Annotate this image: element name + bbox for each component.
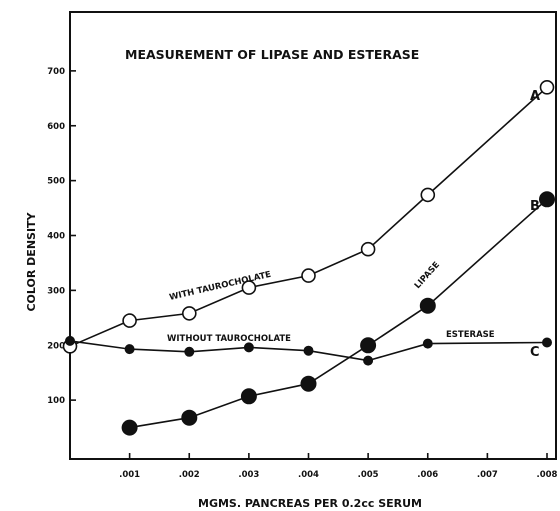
data-point-b	[539, 191, 555, 208]
data-point-b	[121, 419, 138, 436]
data-point-c	[363, 355, 374, 366]
data-point-b	[419, 297, 436, 314]
y-tick-label: 300	[47, 286, 65, 296]
series-line-c	[69, 340, 548, 362]
y-tick-label: 400	[47, 232, 65, 242]
series-points	[62, 80, 555, 436]
series-letter-c: C	[530, 345, 540, 360]
chart-title: MEASUREMENT OF LIPASE AND ESTERASE	[125, 47, 419, 62]
x-tick-label: .003	[238, 470, 259, 480]
x-tick-label: .001	[119, 470, 140, 480]
y-tick-label: 200	[47, 341, 65, 351]
data-point-a	[182, 306, 197, 321]
annotation-esterase: ESTERASE	[446, 330, 495, 340]
x-tick-label: .007	[477, 470, 498, 480]
x-tick-label: .004	[298, 470, 319, 480]
data-point-a	[360, 241, 376, 257]
data-point-c	[65, 335, 75, 346]
data-point-a	[122, 313, 137, 328]
series-letter-b: B	[530, 199, 540, 214]
series-line-a	[69, 86, 548, 348]
x-tick-label: .005	[358, 470, 379, 480]
data-point-b	[240, 388, 257, 405]
data-point-b	[360, 337, 377, 354]
data-point-c	[124, 344, 135, 355]
x-tick-label: .002	[179, 470, 200, 480]
y-tick-label: 100	[47, 396, 65, 406]
data-point-a	[241, 280, 257, 295]
y-tick-label: 700	[47, 67, 65, 77]
data-point-c	[184, 346, 195, 357]
data-point-c	[303, 345, 314, 356]
y-tick-label: 600	[47, 122, 65, 132]
data-point-c	[243, 342, 254, 353]
series-letter-a: A	[530, 89, 540, 104]
x-axis-label: MGMS. PANCREAS PER 0.2cc SERUM	[198, 497, 422, 510]
data-point-a	[420, 187, 436, 203]
plot-frame	[69, 11, 557, 460]
annotation-without-taurocholate: WITHOUT TAUROCHOLATE	[167, 334, 291, 344]
y-axis-label: COLOR DENSITY	[25, 211, 38, 311]
annotation-lipase: LIPASE	[413, 260, 442, 291]
y-tick-label: 500	[47, 177, 65, 187]
x-tick-label: .006	[417, 470, 438, 480]
data-point-c	[542, 337, 552, 348]
data-point-c	[422, 338, 433, 349]
data-point-b	[181, 409, 198, 426]
data-point-a	[539, 80, 555, 95]
data-point-b	[300, 375, 317, 392]
x-tick-label: .008	[537, 470, 558, 480]
data-point-a	[301, 268, 316, 283]
